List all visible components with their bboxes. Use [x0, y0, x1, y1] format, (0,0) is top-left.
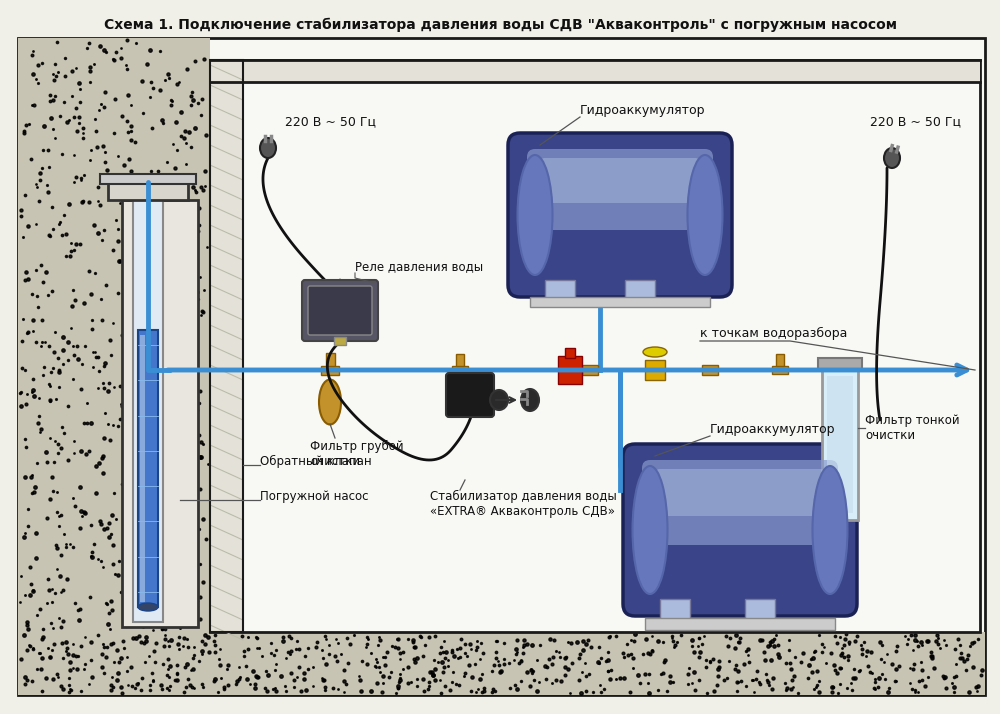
- FancyBboxPatch shape: [642, 460, 838, 545]
- Bar: [818, 358, 862, 370]
- Bar: [772, 366, 788, 374]
- Bar: [140, 335, 145, 602]
- Bar: [133, 200, 163, 622]
- Ellipse shape: [490, 390, 508, 410]
- Bar: [326, 353, 335, 366]
- Bar: [702, 365, 718, 375]
- Bar: [108, 182, 188, 200]
- Bar: [138, 330, 158, 607]
- Bar: [625, 280, 655, 300]
- Text: Обратный клапан: Обратный клапан: [260, 455, 372, 468]
- Text: Погружной насос: Погружной насос: [260, 490, 368, 503]
- Bar: [582, 365, 598, 375]
- Ellipse shape: [521, 389, 539, 411]
- Bar: [210, 60, 243, 632]
- Text: Гидроаккумулятор: Гидроаккумулятор: [580, 104, 706, 117]
- Text: Фильтр грубой
очистки: Фильтр грубой очистки: [310, 440, 404, 468]
- Bar: [776, 354, 784, 366]
- FancyBboxPatch shape: [508, 133, 732, 297]
- Bar: [210, 60, 980, 82]
- Bar: [18, 38, 210, 632]
- Bar: [452, 366, 468, 374]
- Ellipse shape: [633, 466, 668, 594]
- Text: Гидроаккумулятор: Гидроаккумулятор: [710, 423, 836, 436]
- Bar: [334, 337, 346, 345]
- Bar: [210, 60, 243, 632]
- FancyBboxPatch shape: [446, 373, 494, 417]
- Ellipse shape: [319, 380, 341, 425]
- Bar: [530, 297, 710, 307]
- Bar: [558, 356, 582, 384]
- Ellipse shape: [518, 155, 552, 275]
- Ellipse shape: [688, 155, 722, 275]
- Bar: [827, 376, 853, 513]
- FancyBboxPatch shape: [655, 469, 825, 516]
- FancyBboxPatch shape: [540, 158, 700, 203]
- Ellipse shape: [643, 347, 667, 357]
- Bar: [210, 60, 980, 632]
- Text: 220 В ~ 50 Гц: 220 В ~ 50 Гц: [870, 115, 961, 128]
- Bar: [122, 200, 198, 627]
- Bar: [18, 632, 985, 695]
- Bar: [645, 360, 665, 380]
- Bar: [456, 354, 464, 366]
- Ellipse shape: [138, 603, 158, 611]
- Ellipse shape: [812, 466, 848, 594]
- Bar: [822, 368, 858, 520]
- Bar: [645, 618, 835, 630]
- Bar: [321, 366, 339, 375]
- Text: Стабилизатор давления воды
«EXTRA® Акваконтроль СДВ»: Стабилизатор давления воды «EXTRA® Аквак…: [430, 490, 617, 518]
- Text: 220 В ~ 50 Гц: 220 В ~ 50 Гц: [285, 115, 376, 128]
- Bar: [745, 599, 775, 621]
- Bar: [545, 280, 575, 300]
- FancyBboxPatch shape: [623, 444, 857, 616]
- Bar: [100, 174, 196, 184]
- Text: Реле давления воды: Реле давления воды: [355, 260, 483, 273]
- Text: к точкам водоразбора: к точкам водоразбора: [700, 327, 847, 340]
- Bar: [660, 599, 690, 621]
- Ellipse shape: [884, 148, 900, 168]
- Ellipse shape: [260, 138, 276, 158]
- FancyBboxPatch shape: [527, 149, 713, 230]
- Bar: [565, 348, 575, 358]
- Text: Фильтр тонкой
очистки: Фильтр тонкой очистки: [865, 414, 960, 442]
- Bar: [18, 632, 985, 695]
- Text: Схема 1. Подключение стабилизатора давления воды СДВ "Акваконтроль" с погружным : Схема 1. Подключение стабилизатора давле…: [104, 18, 896, 32]
- FancyBboxPatch shape: [308, 286, 372, 335]
- FancyBboxPatch shape: [302, 280, 378, 341]
